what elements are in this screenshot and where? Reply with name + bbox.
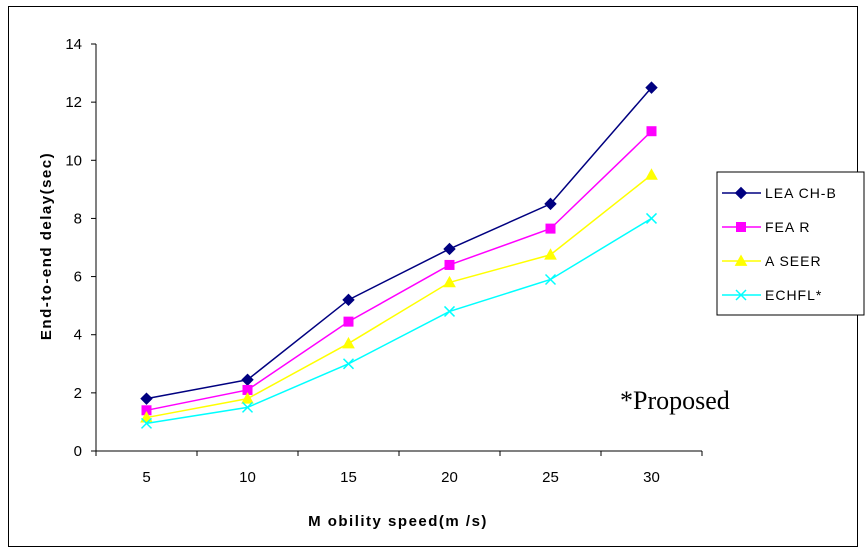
data-point — [241, 392, 254, 404]
x-tick-label: 30 — [643, 469, 660, 486]
data-point — [342, 293, 355, 307]
legend-label: A SEER — [765, 253, 822, 269]
data-point — [343, 316, 354, 327]
x-axis-title: M obility speed(m /s) — [308, 513, 488, 530]
data-point — [241, 401, 254, 413]
x-tick-label: 25 — [542, 469, 559, 486]
legend-swatch-marker — [736, 222, 746, 232]
legend-swatch-marker — [734, 186, 748, 200]
y-tick-label: 12 — [65, 94, 82, 111]
data-point — [544, 273, 557, 286]
x-tick-label: 10 — [239, 469, 256, 486]
data-point — [545, 223, 556, 234]
y-tick-label: 4 — [74, 327, 82, 344]
data-point — [645, 81, 658, 94]
x-tick-label: 5 — [142, 469, 150, 486]
x-tick-label: 15 — [340, 469, 357, 486]
x-tick-label: 20 — [441, 469, 458, 486]
chart-legend: LEA CH-B FEA R A SEER ECHFL* — [716, 171, 865, 316]
legend-label: ECHFL* — [765, 287, 822, 303]
data-point — [645, 212, 658, 224]
data-point — [646, 126, 657, 137]
y-tick-label: 8 — [74, 210, 82, 227]
chart-axes: 0 2 4 6 8 10 12 14 5 10 15 20 25 30 — [65, 36, 703, 486]
data-point — [443, 305, 456, 317]
data-point — [443, 275, 456, 288]
chart-series — [140, 81, 658, 429]
legend-swatch-marker — [734, 254, 748, 266]
data-point — [443, 242, 456, 256]
data-point — [544, 197, 557, 211]
data-point — [342, 358, 355, 370]
legend-swatch-marker — [735, 289, 747, 301]
series-line-2 — [146, 174, 652, 419]
y-tick-label: 0 — [74, 443, 82, 460]
series-line-3 — [146, 217, 652, 425]
y-axis-title: End-to-end delay(sec) — [38, 152, 55, 340]
series-line-0 — [146, 87, 653, 400]
data-point — [342, 336, 355, 349]
data-point — [140, 411, 153, 423]
proposed-annotation: *Proposed — [620, 386, 730, 415]
data-point — [645, 168, 658, 180]
y-tick-label: 6 — [74, 269, 82, 286]
data-point — [140, 417, 153, 429]
y-tick-label: 14 — [65, 36, 82, 53]
y-tick-label: 2 — [74, 385, 82, 402]
data-point — [140, 392, 153, 405]
data-point — [544, 248, 557, 260]
series-line-1 — [146, 130, 653, 412]
data-point — [444, 259, 455, 270]
legend-label: FEA R — [765, 219, 810, 235]
legend-label: LEA CH-B — [765, 185, 837, 201]
y-tick-label: 10 — [65, 152, 82, 169]
